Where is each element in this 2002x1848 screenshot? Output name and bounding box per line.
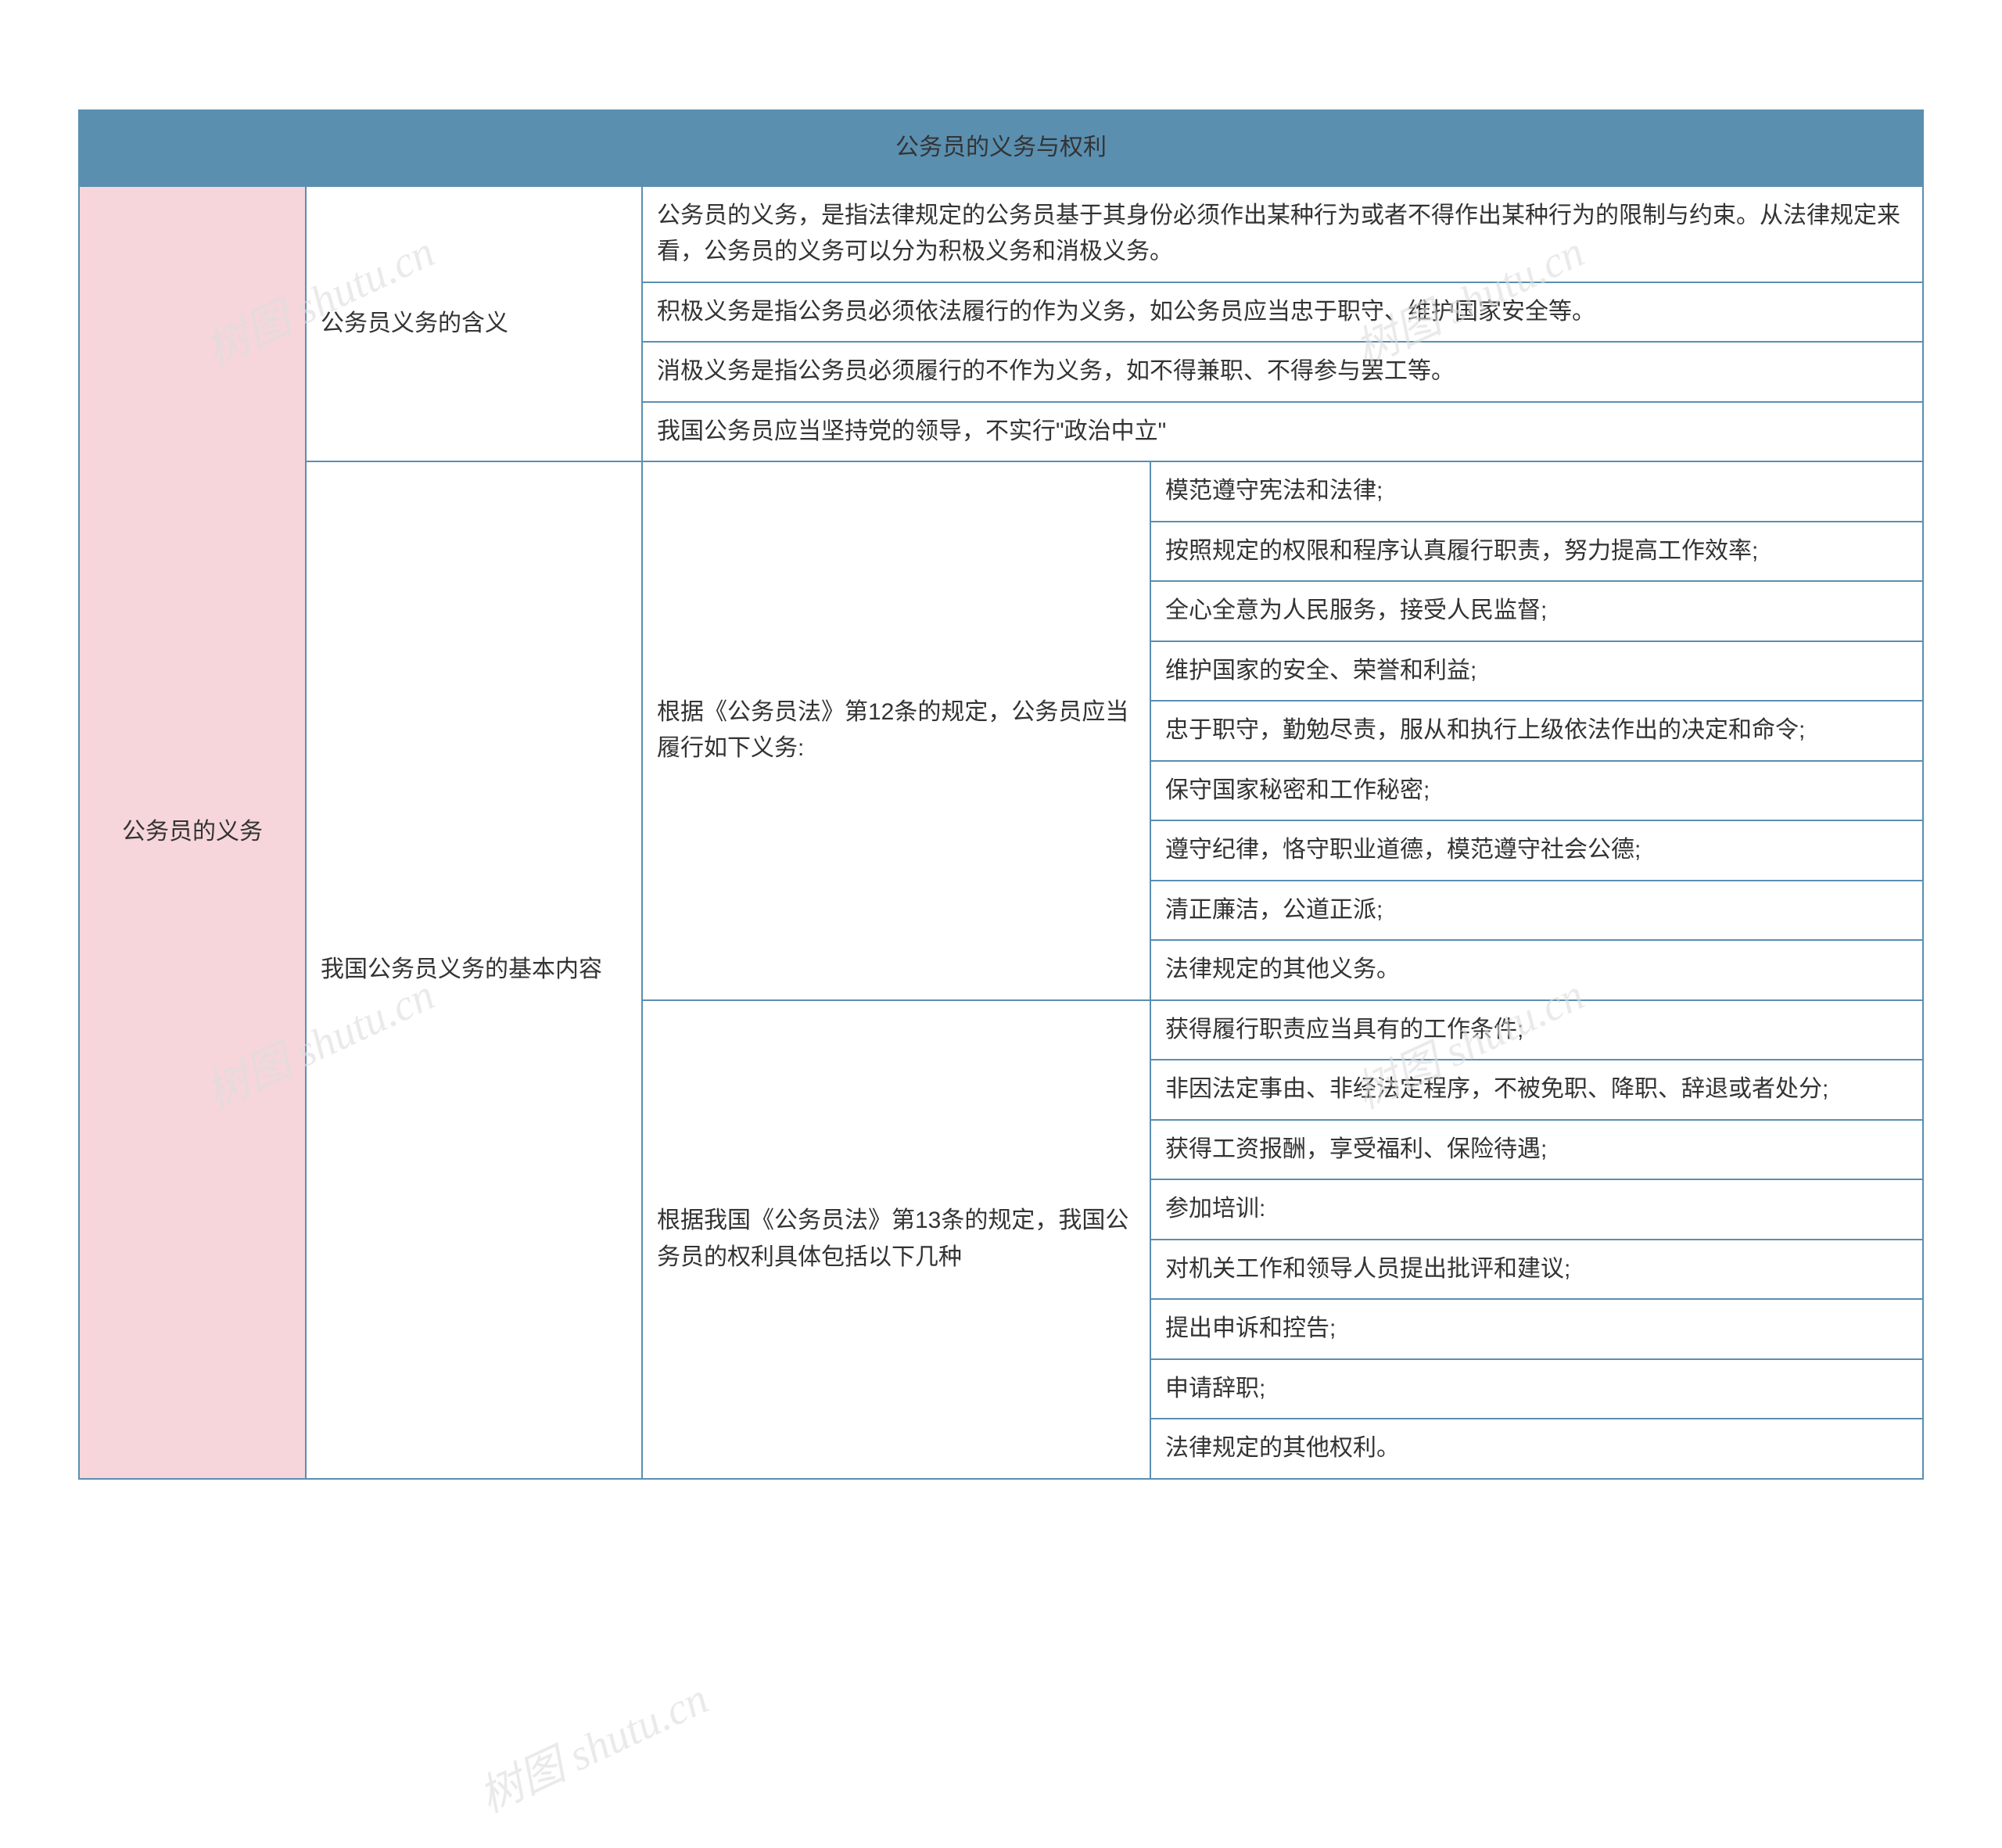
level2-a-cell: 公务员义务的含义 bbox=[306, 186, 642, 462]
cell-b2-item-5: 提出申诉和控告; bbox=[1150, 1299, 1923, 1359]
cell-a-item-2: 消极义务是指公务员必须履行的不作为义务，如不得兼职、不得参与罢工等。 bbox=[642, 342, 1923, 402]
cell-b1-item-7: 清正廉洁，公道正派; bbox=[1150, 881, 1923, 941]
cell-a-item-3: 我国公务员应当坚持党的领导，不实行"政治中立" bbox=[642, 402, 1923, 462]
cell-b1-item-4: 忠于职守，勤勉尽责，服从和执行上级依法作出的决定和命令; bbox=[1150, 701, 1923, 761]
row-a-1: 公务员的义务 公务员义务的含义 公务员的义务，是指法律规定的公务员基于其身份必须… bbox=[79, 186, 1923, 282]
row-b1-1: 我国公务员义务的基本内容 根据《公务员法》第12条的规定，公务员应当履行如下义务… bbox=[79, 461, 1923, 522]
cell-b2-item-2: 获得工资报酬，享受福利、保险待遇; bbox=[1150, 1120, 1923, 1180]
cell-a-item-0: 公务员的义务，是指法律规定的公务员基于其身份必须作出某种行为或者不得作出某种行为… bbox=[642, 186, 1923, 282]
table-title: 公务员的义务与权利 bbox=[79, 110, 1923, 186]
tree-table-container: 树图 shutu.cn 树图 shutu.cn 树图 shutu.cn 树图 s… bbox=[78, 109, 1924, 1480]
cell-b2-item-0: 获得履行职责应当具有的工作条件; bbox=[1150, 1000, 1923, 1060]
tree-table: 公务员的义务与权利 公务员的义务 公务员义务的含义 公务员的义务，是指法律规定的… bbox=[78, 109, 1924, 1480]
cell-a-item-1: 积极义务是指公务员必须依法履行的作为义务，如公务员应当忠于职守、维护国家安全等。 bbox=[642, 282, 1923, 343]
cell-b2-item-3: 参加培训: bbox=[1150, 1179, 1923, 1240]
cell-b2-item-7: 法律规定的其他权利。 bbox=[1150, 1419, 1923, 1479]
cell-b1-item-5: 保守国家秘密和工作秘密; bbox=[1150, 761, 1923, 821]
watermark-5: 树图 shutu.cn bbox=[468, 1663, 717, 1825]
cell-b1-item-1: 按照规定的权限和程序认真履行职责，努力提高工作效率; bbox=[1150, 522, 1923, 582]
cell-b1-item-3: 维护国家的安全、荣誉和利益; bbox=[1150, 641, 1923, 702]
cell-b2-item-1: 非因法定事由、非经法定程序，不被免职、降职、辞退或者处分; bbox=[1150, 1060, 1923, 1120]
level3-b2-cell: 根据我国《公务员法》第13条的规定，我国公务员的权利具体包括以下几种 bbox=[642, 1000, 1150, 1479]
cell-b2-item-6: 申请辞职; bbox=[1150, 1359, 1923, 1419]
header-row: 公务员的义务与权利 bbox=[79, 110, 1923, 186]
level2-b-cell: 我国公务员义务的基本内容 bbox=[306, 461, 642, 1479]
cell-b1-item-8: 法律规定的其他义务。 bbox=[1150, 940, 1923, 1000]
cell-b1-item-0: 模范遵守宪法和法律; bbox=[1150, 461, 1923, 522]
cell-b1-item-2: 全心全意为人民服务，接受人民监督; bbox=[1150, 581, 1923, 641]
level1-cell: 公务员的义务 bbox=[79, 186, 306, 1479]
cell-b2-item-4: 对机关工作和领导人员提出批评和建议; bbox=[1150, 1240, 1923, 1300]
level3-b1-cell: 根据《公务员法》第12条的规定，公务员应当履行如下义务: bbox=[642, 461, 1150, 1000]
cell-b1-item-6: 遵守纪律，恪守职业道德，模范遵守社会公德; bbox=[1150, 820, 1923, 881]
